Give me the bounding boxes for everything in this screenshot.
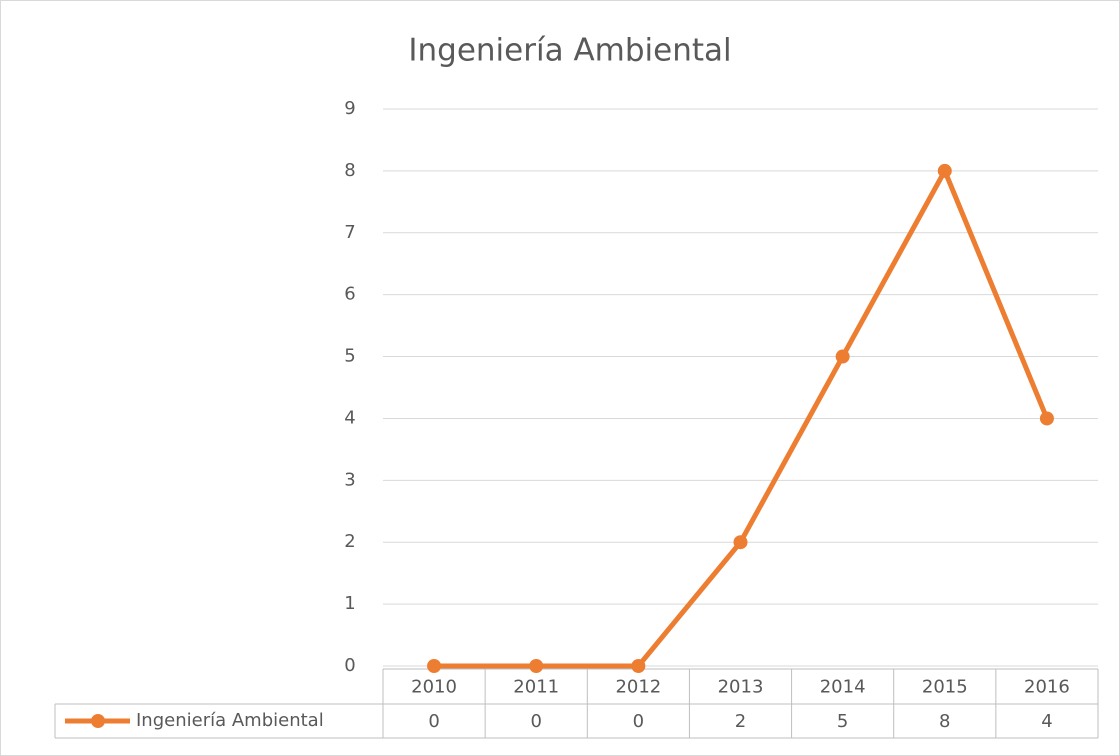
x-tick-label: 2015 [922, 677, 968, 698]
y-tick-label: 9 [344, 98, 355, 119]
marker [631, 659, 646, 673]
marker [427, 659, 442, 673]
y-tick-label: 8 [344, 160, 355, 181]
x-tick-label: 2011 [513, 677, 559, 698]
table-value: 5 [837, 711, 848, 732]
x-tick-label: 2010 [411, 677, 457, 698]
y-tick-label: 3 [344, 469, 355, 490]
y-tick-label: 1 [344, 593, 355, 614]
table-value: 4 [1041, 711, 1052, 732]
marker [937, 163, 952, 178]
y-tick-label: 4 [344, 407, 355, 428]
x-tick-label: 2013 [718, 677, 764, 698]
x-tick-label: 2016 [1024, 677, 1070, 698]
legend-label: Ingeniería Ambiental [136, 710, 324, 731]
table-value: 2 [735, 711, 746, 732]
marker [733, 535, 748, 550]
chart-title: Ingeniería Ambiental [408, 33, 731, 69]
legend-marker [91, 714, 105, 728]
x-tick-label: 2012 [615, 677, 661, 698]
marker [1039, 411, 1054, 426]
x-tick-label: 2014 [820, 677, 866, 698]
y-tick-label: 2 [344, 531, 355, 552]
y-tick-label: 7 [344, 222, 355, 243]
y-tick-label: 5 [344, 346, 355, 367]
table-value: 0 [428, 711, 439, 732]
marker [529, 659, 544, 673]
marker [835, 349, 850, 364]
y-tick-label: 6 [344, 284, 355, 305]
y-tick-label: 0 [344, 655, 355, 676]
table-value: 0 [530, 711, 541, 732]
table-value: 0 [633, 711, 644, 732]
table-value: 8 [939, 711, 950, 732]
